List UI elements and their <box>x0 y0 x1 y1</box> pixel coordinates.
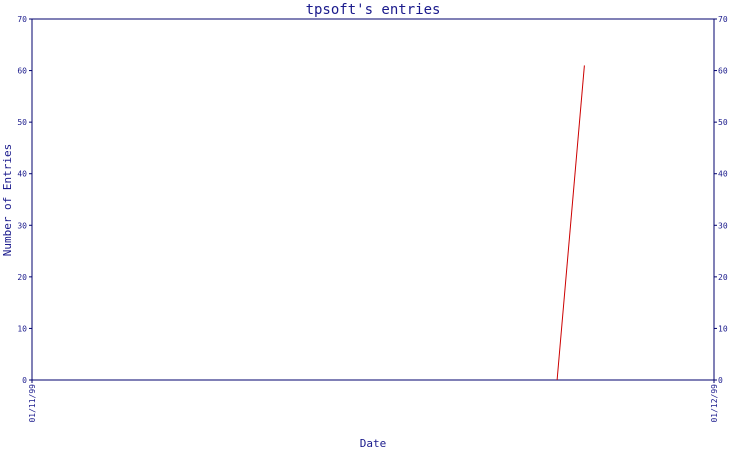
y-tick-label-right: 40 <box>718 170 728 179</box>
y-tick-label-right: 0 <box>718 376 723 385</box>
series-layer <box>556 65 585 381</box>
plot-frame <box>31 18 715 381</box>
y-tick-label-right: 20 <box>718 273 728 282</box>
x-axis: 01/11/99 01/12/99 <box>28 380 719 423</box>
x-tick-label: 01/12/99 <box>710 384 719 423</box>
y-tick-label-left: 20 <box>17 273 27 282</box>
y-tick-label-left: 60 <box>17 67 27 76</box>
y-axis-right: 0 10 20 30 40 50 60 70 <box>714 15 728 385</box>
y-tick-label-left: 50 <box>17 118 27 127</box>
x-tick-label: 01/11/99 <box>28 384 37 423</box>
y-tick-label-left: 40 <box>17 170 27 179</box>
y-tick-label-right: 70 <box>718 15 728 24</box>
y-tick-label-right: 30 <box>718 221 728 230</box>
y-tick-label-left: 70 <box>17 15 27 24</box>
y-tick-label-right: 50 <box>718 118 728 127</box>
y-axis-label: Number of Entries <box>1 144 14 257</box>
chart-title: tpsoft's entries <box>306 2 441 18</box>
series-line <box>556 65 585 381</box>
x-axis-label: Date <box>360 437 387 450</box>
y-tick-label-left: 30 <box>17 221 27 230</box>
y-tick-label-left: 0 <box>22 376 27 385</box>
y-tick-label-right: 60 <box>718 67 728 76</box>
y-tick-label-left: 10 <box>17 324 27 333</box>
y-tick-label-right: 10 <box>718 324 728 333</box>
y-axis-left: 0 10 20 30 40 50 60 70 <box>17 15 32 385</box>
